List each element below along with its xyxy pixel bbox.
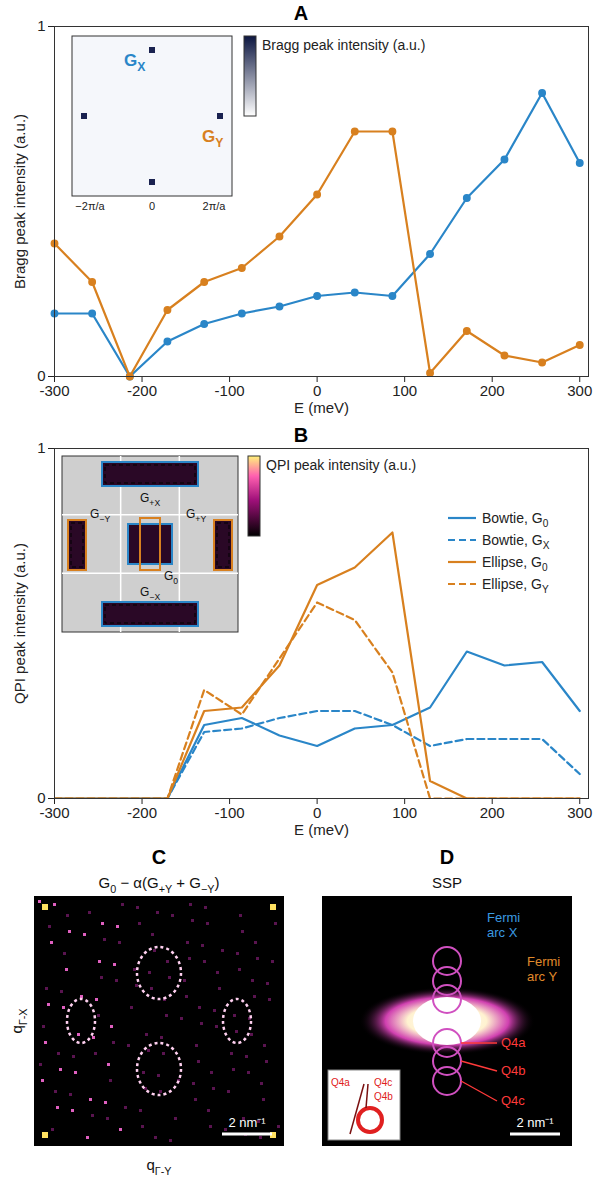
- svg-text:-100: -100: [215, 382, 245, 399]
- svg-text:0: 0: [37, 367, 46, 385]
- svg-text:−2π/a: −2π/a: [75, 200, 105, 212]
- svg-text:arc X: arc X: [487, 925, 518, 940]
- svg-text:Q4b: Q4b: [374, 1091, 393, 1102]
- svg-text:G+Y: G+Y: [186, 507, 206, 524]
- svg-text:2 nm⁻¹: 2 nm⁻¹: [228, 1115, 266, 1130]
- svg-text:300: 300: [567, 804, 592, 821]
- svg-text:Ellipse, GY: Ellipse, GY: [482, 576, 549, 595]
- svg-text:Fermi: Fermi: [487, 910, 520, 925]
- svg-text:SSP: SSP: [432, 874, 462, 891]
- svg-text:G0 − α(G+Y + G−Y): G0 − α(G+Y + G−Y): [99, 874, 220, 895]
- svg-text:1: 1: [37, 17, 45, 34]
- svg-text:2 nm⁻¹: 2 nm⁻¹: [516, 1115, 554, 1130]
- svg-text:-200: -200: [127, 382, 157, 399]
- svg-text:0: 0: [149, 200, 155, 212]
- svg-text:QPI peak intensity (a.u.): QPI peak intensity (a.u.): [266, 457, 416, 473]
- svg-text:A: A: [294, 2, 308, 24]
- svg-text:Q4a: Q4a: [501, 1035, 526, 1050]
- svg-text:-300: -300: [39, 804, 69, 821]
- svg-text:1: 1: [37, 439, 45, 456]
- svg-text:0: 0: [37, 789, 46, 807]
- svg-text:qΓ-Y: qΓ-Y: [146, 1156, 171, 1177]
- svg-text:Bowtie, GX: Bowtie, GX: [482, 532, 550, 551]
- svg-text:300: 300: [567, 382, 592, 399]
- svg-text:0: 0: [313, 382, 321, 399]
- svg-text:Q4c: Q4c: [501, 1093, 525, 1108]
- svg-text:arc Y: arc Y: [527, 969, 557, 984]
- svg-text:-200: -200: [127, 804, 157, 821]
- svg-text:G−X: G−X: [140, 585, 160, 602]
- svg-text:Fermi: Fermi: [527, 954, 560, 969]
- svg-text:D: D: [440, 846, 454, 868]
- svg-text:0: 0: [313, 804, 321, 821]
- svg-text:Q4a: Q4a: [331, 1077, 350, 1088]
- svg-text:2π/a: 2π/a: [203, 200, 227, 212]
- svg-text:200: 200: [480, 382, 505, 399]
- svg-text:GY: GY: [202, 127, 223, 150]
- svg-text:E (meV): E (meV): [294, 821, 349, 838]
- svg-text:G−Y: G−Y: [90, 507, 110, 524]
- svg-text:B: B: [294, 424, 308, 446]
- svg-text:Q4c: Q4c: [374, 1077, 392, 1088]
- svg-text:Bragg peak intensity (a.u.): Bragg peak intensity (a.u.): [262, 37, 425, 53]
- svg-text:C: C: [152, 846, 166, 868]
- svg-text:QPI peak intensity (a.u.): QPI peak intensity (a.u.): [11, 543, 28, 704]
- svg-text:E (meV): E (meV): [294, 399, 349, 416]
- svg-text:Q4b: Q4b: [501, 1063, 526, 1078]
- svg-text:-100: -100: [215, 804, 245, 821]
- svg-text:qΓ-X: qΓ-X: [8, 1008, 29, 1033]
- svg-text:Bowtie, G0: Bowtie, G0: [482, 510, 549, 529]
- svg-text:Bragg peak intensity (a.u.): Bragg peak intensity (a.u.): [11, 114, 28, 289]
- svg-text:-300: -300: [39, 382, 69, 399]
- svg-text:GX: GX: [124, 51, 146, 74]
- svg-text:200: 200: [480, 804, 505, 821]
- svg-text:Ellipse, G0: Ellipse, G0: [482, 554, 548, 573]
- svg-text:G0: G0: [164, 569, 178, 586]
- svg-text:100: 100: [392, 382, 417, 399]
- svg-text:100: 100: [392, 804, 417, 821]
- svg-text:G+X: G+X: [140, 491, 160, 508]
